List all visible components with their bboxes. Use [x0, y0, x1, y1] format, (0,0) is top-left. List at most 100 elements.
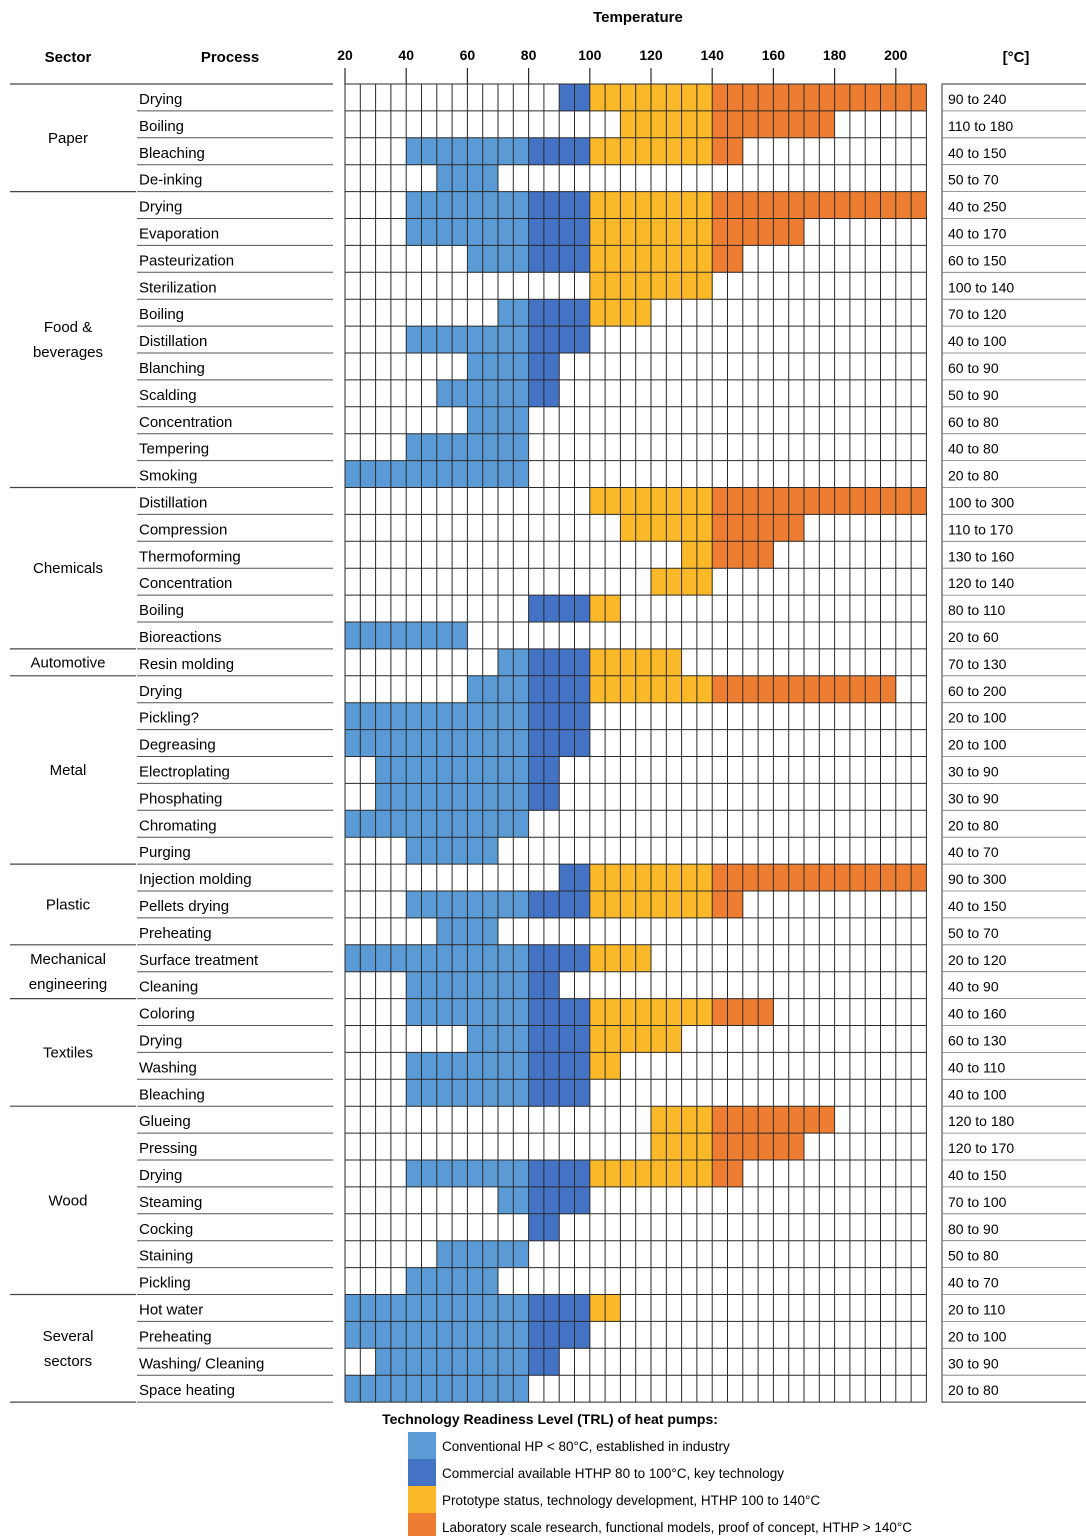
heat-cell	[360, 622, 376, 650]
heat-cell	[696, 864, 713, 892]
heat-cell	[819, 675, 835, 704]
heat-cell	[819, 864, 835, 892]
heat-cell	[911, 84, 927, 112]
heat-cell	[559, 864, 575, 892]
heat-cell	[436, 1294, 453, 1322]
heat-cell	[467, 891, 484, 919]
heat-cell	[482, 944, 499, 973]
heat-cell	[360, 810, 376, 838]
heat-cell	[589, 998, 606, 1026]
heat-cell	[605, 218, 621, 246]
heat-cell	[482, 1375, 499, 1403]
heat-cell	[421, 729, 438, 757]
heat-cell	[482, 1025, 499, 1053]
heat-cell	[605, 299, 621, 327]
heat-cell	[482, 245, 499, 273]
heat-cell	[421, 702, 438, 730]
process-label: Electroplating	[139, 764, 230, 781]
process-label: Steaming	[139, 1194, 202, 1211]
heat-cell	[406, 756, 422, 784]
heat-cell	[865, 864, 881, 892]
heat-cell	[498, 891, 514, 919]
heat-cell	[498, 1348, 514, 1376]
heat-cell	[406, 971, 422, 999]
heat-cell	[375, 1375, 392, 1403]
heat-cell	[452, 1375, 468, 1403]
heat-cell	[498, 1321, 514, 1349]
heat-cell	[452, 1348, 468, 1376]
range-label: 110 to 180	[948, 118, 1013, 134]
heat-cell	[452, 1079, 468, 1107]
heat-cell	[498, 1052, 514, 1080]
heat-cell	[436, 460, 453, 488]
process-label: Space heating	[139, 1382, 235, 1399]
heat-cell	[804, 191, 820, 219]
heat-cell	[834, 84, 851, 112]
heat-cell	[788, 218, 805, 246]
heat-cell	[681, 864, 698, 892]
chart-title: Temperature	[593, 9, 683, 26]
heat-cell	[574, 1025, 591, 1053]
heat-cell	[528, 595, 545, 623]
heat-cell	[666, 891, 682, 919]
heat-cell	[436, 917, 453, 946]
heat-cell	[681, 110, 698, 139]
heat-cell	[727, 84, 744, 112]
heat-cell	[390, 622, 407, 650]
heat-cell	[390, 1348, 407, 1376]
process-label: Pressing	[139, 1140, 197, 1157]
heat-cell	[758, 541, 774, 569]
range-label: 60 to 80	[948, 414, 999, 430]
range-label: 40 to 160	[948, 1006, 1007, 1022]
heat-cell	[452, 971, 468, 999]
sector-label: Wood	[49, 1192, 88, 1209]
heat-cell	[467, 917, 484, 946]
heat-cell	[696, 272, 713, 300]
heat-cell	[421, 191, 438, 219]
heat-cell	[712, 1160, 728, 1188]
heat-cell	[406, 837, 422, 865]
heat-cell	[513, 1348, 529, 1376]
heat-cell	[589, 648, 606, 677]
process-label: Compression	[139, 521, 227, 538]
heat-cell	[345, 1294, 361, 1322]
process-label: Bioreactions	[139, 629, 222, 646]
heat-cell	[528, 137, 545, 166]
heat-cell	[375, 622, 392, 650]
process-label: Staining	[139, 1248, 193, 1265]
heat-cell	[406, 218, 422, 246]
heat-cell	[651, 218, 667, 246]
heat-cell	[681, 541, 698, 569]
heat-cell	[635, 944, 652, 973]
range-label: 20 to 80	[948, 468, 999, 484]
heat-cell	[574, 299, 591, 327]
heat-cell	[482, 891, 499, 919]
heat-cell	[559, 648, 575, 677]
sector-label: Paper	[48, 130, 88, 147]
heat-cell	[436, 1160, 453, 1188]
heat-cell	[482, 406, 499, 435]
heat-cell	[589, 272, 606, 300]
heat-cell	[605, 191, 621, 219]
heat-cell	[482, 326, 499, 354]
heat-cell	[513, 1052, 529, 1080]
heat-cell	[620, 487, 637, 515]
heat-cell	[513, 702, 529, 730]
heat-cell	[421, 1348, 438, 1376]
heat-cell	[375, 944, 392, 973]
heat-cell	[543, 1079, 560, 1107]
heat-cell	[895, 864, 912, 892]
grid-lines	[344, 83, 927, 1403]
heat-cell	[467, 729, 484, 757]
heat-cell	[620, 84, 637, 112]
sector-labels: Paper Food & beverages Chemicals Automotive M…	[10, 83, 333, 1403]
heat-cell	[406, 326, 422, 354]
heat-cell	[559, 1052, 575, 1080]
heat-cell	[574, 84, 591, 112]
heat-cell	[773, 191, 790, 219]
heat-cell	[360, 1321, 376, 1349]
heat-cell	[727, 514, 744, 542]
heat-cell	[681, 245, 698, 273]
range-label: 20 to 80	[948, 1382, 999, 1398]
heat-cell	[605, 245, 621, 273]
